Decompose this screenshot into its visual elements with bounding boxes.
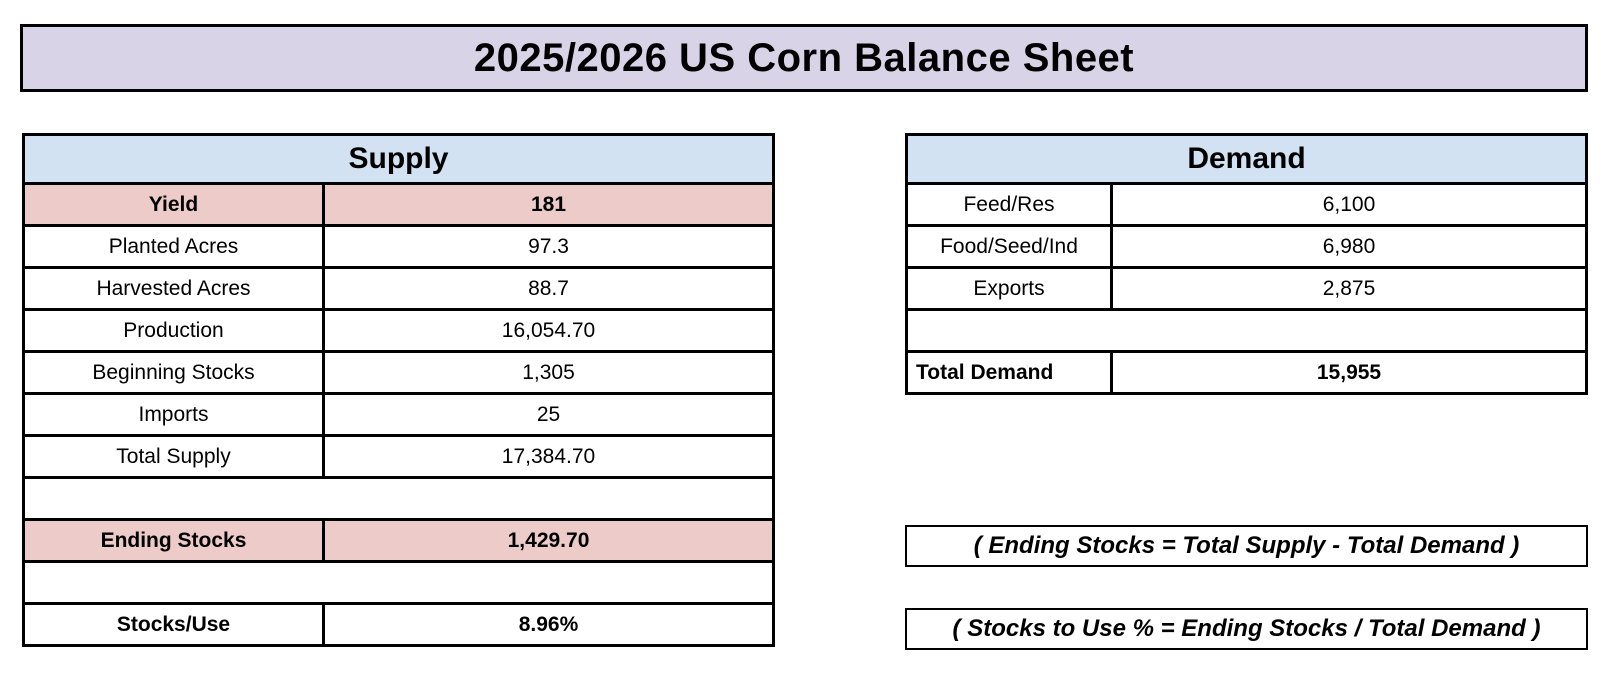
table-row: Food/Seed/Ind 6,980 [908, 227, 1585, 269]
table-row: Exports 2,875 [908, 269, 1585, 311]
row-value: 15,955 [1316, 360, 1382, 384]
supply-table-body: Yield 181 Planted Acres 97.3 Harvested Acres… [25, 185, 772, 644]
row-label: Total Demand [908, 353, 1113, 392]
row-label: Yield [25, 185, 325, 224]
row-label: Total Supply [25, 437, 325, 476]
row-label: Stocks/Use [25, 605, 325, 644]
table-spacer-row [908, 311, 1585, 353]
stocks-to-use-formula-note: ( Stocks to Use % = Ending Stocks / Tota… [905, 608, 1588, 650]
table-row: Production 16,054.70 [25, 311, 772, 353]
ending-stocks-formula-note: ( Ending Stocks = Total Supply - Total D… [905, 525, 1588, 567]
row-value: 1,305 [522, 360, 575, 384]
row-value: 6,980 [1322, 234, 1376, 258]
table-spacer-row [25, 563, 772, 605]
row-value: 16,054.70 [501, 318, 596, 342]
table-row: Ending Stocks 1,429.70 [25, 521, 772, 563]
row-label: Feed/Res [908, 185, 1113, 224]
row-label: Ending Stocks [25, 521, 325, 560]
table-row: Total Demand 15,955 [908, 353, 1585, 392]
table-row: Planted Acres 97.3 [25, 227, 772, 269]
row-label: Food/Seed/Ind [908, 227, 1113, 266]
row-label: Production [25, 311, 325, 350]
row-value: 25 [536, 402, 561, 426]
row-value: 2,875 [1322, 276, 1376, 300]
supply-table-header: Supply [25, 136, 772, 185]
row-label: Exports [908, 269, 1113, 308]
supply-table: Supply Yield 181 Planted Acres 97.3 Harveste… [22, 133, 775, 647]
row-value: 88.7 [528, 276, 569, 300]
table-row: Stocks/Use 8.96% [25, 605, 772, 644]
row-value: 1,429.70 [507, 528, 590, 552]
demand-table-header: Demand [908, 136, 1585, 185]
row-label: Imports [25, 395, 325, 434]
row-value: 6,100 [1322, 192, 1376, 216]
row-label: Planted Acres [25, 227, 325, 266]
row-value: 8.96% [518, 612, 579, 636]
table-spacer-row [25, 479, 772, 521]
demand-table-body: Feed/Res 6,100 Food/Seed/Ind 6,980 Exports 2,… [908, 185, 1585, 392]
row-value: 181 [530, 192, 567, 216]
table-row: Total Supply 17,384.70 [25, 437, 772, 479]
row-value: 97.3 [528, 234, 569, 258]
table-row: Yield 181 [25, 185, 772, 227]
row-label: Harvested Acres [25, 269, 325, 308]
demand-table: Demand Feed/Res 6,100 Food/Seed/Ind 6,980 Ex… [905, 133, 1588, 395]
table-row: Harvested Acres 88.7 [25, 269, 772, 311]
table-row: Feed/Res 6,100 [908, 185, 1585, 227]
row-value: 17,384.70 [501, 444, 596, 468]
row-label: Beginning Stocks [25, 353, 325, 392]
page-title: 2025/2026 US Corn Balance Sheet [20, 24, 1588, 92]
table-row: Beginning Stocks 1,305 [25, 353, 772, 395]
table-row: Imports 25 [25, 395, 772, 437]
